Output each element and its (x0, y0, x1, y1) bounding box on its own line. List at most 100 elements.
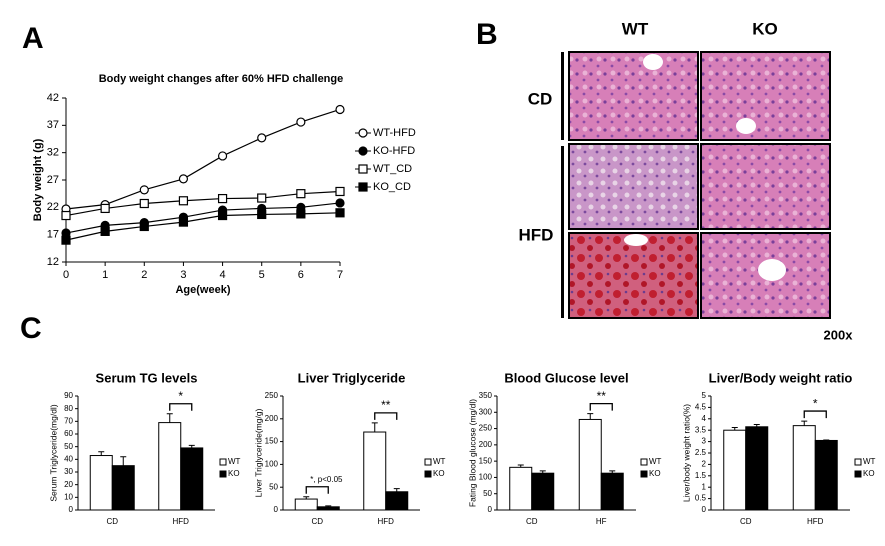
error-bar (120, 456, 127, 466)
legend-label: KO (228, 469, 240, 478)
series-line (65, 190, 341, 217)
bar (745, 426, 769, 511)
marker (61, 235, 71, 245)
y-tick-label: 4 (702, 414, 707, 423)
y-axis-label: Fating Blood glucose (mg/dl) (467, 399, 477, 507)
error-bar (587, 413, 594, 420)
x-tick-label: HFD (378, 517, 395, 526)
bar (316, 506, 340, 511)
marker (139, 221, 149, 232)
vessel (758, 259, 786, 281)
significance-label: * (813, 396, 818, 410)
micrograph (700, 51, 831, 141)
error-bar (166, 413, 173, 423)
y-tick-label: 60 (64, 429, 73, 438)
y-tick-label: 70 (64, 416, 73, 425)
significance-bracket (374, 412, 398, 420)
y-tick-label: 2 (702, 460, 707, 469)
legend-label: WT (433, 457, 446, 466)
marker (257, 133, 267, 143)
marker (217, 193, 228, 204)
magnification: 200x (824, 327, 854, 342)
error-bar (371, 422, 378, 433)
chart-title: Blood Glucose level (504, 370, 628, 385)
vessel (624, 234, 648, 246)
chart-title: Liver/Body weight ratio (709, 370, 853, 385)
marker (178, 174, 189, 184)
row-bracket (561, 146, 564, 318)
y-tick-label: 200 (479, 440, 493, 449)
y-tick-label: 1 (702, 482, 707, 491)
legend-swatch (424, 458, 432, 466)
marker (296, 117, 306, 127)
significance-bracket (169, 403, 193, 411)
x-tick-label: 6 (298, 269, 304, 281)
marker (100, 203, 110, 214)
error-bar (188, 444, 195, 448)
micrograph (568, 143, 699, 230)
legend-swatch (640, 470, 648, 478)
y-tick-label: 22 (47, 201, 59, 213)
x-tick-label: CD (311, 517, 323, 526)
micrograph (568, 51, 699, 141)
x-tick-label: 4 (220, 269, 226, 281)
x-tick-label: HF (596, 517, 607, 526)
legend-label: KO (863, 469, 875, 478)
marker (257, 193, 267, 203)
legend-label: WT (649, 457, 662, 466)
legend-label: KO-HFD (373, 145, 415, 157)
error-bar (517, 464, 524, 468)
y-tick-label: 100 (479, 473, 493, 482)
y-tick-label: 10 (64, 492, 73, 501)
legend-label: WT (228, 457, 241, 466)
error-bar (609, 470, 616, 474)
bar (180, 447, 204, 511)
error-bar (98, 451, 105, 456)
y-tick-label: 1.5 (695, 471, 707, 480)
marker (139, 198, 149, 209)
chart-title: Body weight changes after 60% HFD challe… (99, 73, 344, 85)
error-bar (325, 505, 332, 507)
y-tick-label: 350 (479, 391, 493, 400)
bar (814, 439, 838, 511)
x-tick-label: 7 (337, 269, 343, 281)
significance-label: * (178, 389, 183, 403)
marker (335, 104, 345, 115)
chart-title: Serum TG levels (96, 370, 198, 385)
x-tick-label: CD (526, 517, 538, 526)
column-label: KO (752, 19, 778, 38)
y-tick-label: 90 (64, 391, 73, 400)
x-tick-label: CD (106, 517, 118, 526)
y-tick-label: 27 (47, 174, 59, 186)
bar (89, 455, 113, 511)
marker (358, 164, 368, 174)
bar (792, 425, 816, 511)
y-tick-label: 40 (64, 454, 73, 463)
bar (385, 491, 409, 511)
y-axis-label: Serum Triglyceride(mg/dl) (48, 404, 58, 501)
legend-swatch (854, 470, 862, 478)
bar (723, 429, 747, 511)
legend-label: KO (649, 469, 661, 478)
bar (531, 472, 555, 511)
significance-bracket (305, 486, 329, 494)
series-line (65, 108, 341, 210)
legend-label: KO_CD (373, 181, 411, 193)
micrograph (700, 143, 831, 230)
x-tick-label: 0 (63, 269, 69, 281)
significance-label: *, p<0.05 (310, 475, 343, 484)
y-tick-label: 37 (47, 119, 59, 131)
y-tick-label: 12 (47, 256, 59, 268)
y-tick-label: 0 (274, 505, 279, 514)
x-tick-label: HFD (173, 517, 190, 526)
vessel (643, 54, 663, 70)
series-line (65, 202, 341, 234)
y-tick-label: 0 (69, 505, 74, 514)
x-axis-label: Age(week) (175, 284, 230, 296)
error-bar (393, 488, 400, 492)
bar (509, 466, 533, 511)
bar (294, 498, 318, 511)
y-axis-label: Liver/body weight ratio(%) (681, 404, 691, 502)
row-label: CD (528, 89, 553, 108)
